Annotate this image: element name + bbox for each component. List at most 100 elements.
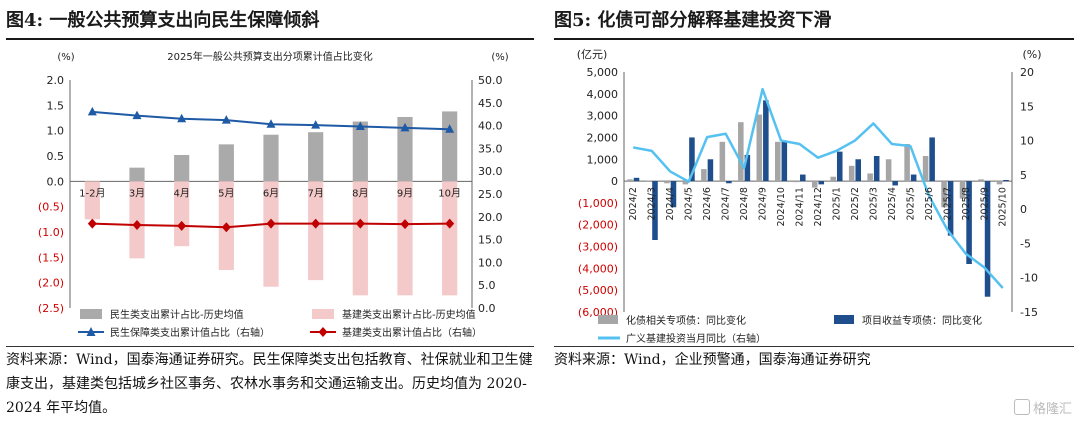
bar-minsheng	[218, 144, 234, 182]
footer-rule-left	[6, 346, 534, 347]
watermark-logo-icon	[1013, 399, 1030, 415]
bar-xiangmu	[744, 154, 751, 182]
bar-xiangmu	[763, 100, 769, 182]
chart-title: 2025年一般公共预算支出分项累计值占比变化	[167, 50, 372, 63]
x-tick: 2024/11	[795, 187, 806, 226]
figure-title-left: 图4: 一般公共预算支出向民生保障倾斜	[6, 10, 320, 31]
bar-minsheng	[129, 167, 145, 182]
x-tick: 2025/5	[905, 187, 916, 220]
legend-label: 民生类支出累计占比-历史均值	[110, 308, 244, 321]
bar-xiangmu	[781, 141, 788, 182]
chart-left: 2025年一般公共预算支出分项累计值占比变化 (%) (%) 2.0 1.5 1.0…	[38, 50, 509, 339]
bar-huazhai	[701, 169, 707, 182]
y-tick-left: 1.0	[47, 125, 65, 138]
y-tick-left: (1.5)	[38, 251, 64, 264]
bar-jijian	[263, 181, 279, 287]
y-tick-right: 5.0	[478, 279, 496, 292]
bar-minsheng	[397, 116, 413, 182]
x-tick: 2025/2	[850, 187, 861, 220]
y-tick-right: 35.0	[478, 142, 503, 155]
x-tick: 2024/7	[721, 187, 732, 220]
y-tick-left: (1.0)	[38, 226, 64, 239]
line-jijian-yoy	[633, 87, 1004, 289]
bar-huazhai	[627, 179, 633, 182]
y-tick-left: (5,000)	[578, 284, 618, 297]
figure-title-right: 图5: 化债可部分解释基建投资下滑	[554, 10, 832, 31]
bar-xiangmu	[984, 181, 991, 297]
x-tick: 2025/4	[887, 187, 898, 220]
y-tick-right: 50.0	[478, 74, 503, 87]
y-tick-left: 4,000	[587, 88, 619, 101]
bar-huazhai	[867, 173, 873, 182]
y-tick-left: 0	[611, 175, 618, 188]
x-tick: 5月	[218, 187, 234, 199]
x-tick: 1-2月	[79, 187, 105, 199]
title-rule-right	[554, 38, 1074, 40]
bar-huazhai	[978, 179, 984, 182]
bar-xiangmu	[836, 151, 843, 182]
y-tick-right: 20	[1020, 66, 1034, 79]
y-tick-right: 0.0	[478, 302, 496, 315]
bar-xiangmu	[910, 174, 917, 182]
bar-huazhai	[959, 181, 966, 199]
marker-triangle	[355, 121, 365, 131]
marker-triangle	[177, 113, 187, 123]
watermark-text: 格隆汇	[1032, 402, 1072, 417]
x-tick: 2025/6	[924, 187, 935, 220]
watermark: 格隆汇	[1013, 398, 1072, 417]
bar-xiangmu	[707, 159, 714, 182]
y-tick-right: 10	[1020, 135, 1034, 148]
y-tick-left: 1,000	[587, 153, 619, 166]
left-unit: (亿元)	[577, 48, 608, 61]
legend-marker	[86, 327, 96, 336]
y-tick-right: -5	[1020, 237, 1031, 250]
bar-huazhai	[775, 141, 781, 182]
bar-huazhai	[922, 156, 929, 182]
bar-xiangmu	[652, 181, 658, 240]
y-tick-left: 0.0	[47, 175, 65, 188]
marker-triangle	[400, 122, 410, 132]
x-tick: 8月	[352, 187, 368, 199]
y-tick-right: 15.0	[478, 234, 503, 247]
x-tick: 4月	[173, 187, 189, 199]
bar-minsheng	[308, 132, 324, 182]
legend-label: 项目收益专项债：同比变化	[862, 314, 982, 327]
bar-jijian	[308, 181, 324, 281]
bar-xiangmu	[873, 156, 880, 182]
right-unit: (%)	[491, 52, 508, 63]
bar-huazhai	[719, 141, 726, 182]
bar-minsheng	[442, 111, 458, 182]
bar-huazhai	[645, 180, 652, 182]
y-tick-left: (2.0)	[38, 277, 64, 290]
legend-swatch	[598, 315, 618, 324]
y-tick-left: (2.5)	[38, 302, 64, 315]
left-unit: (%)	[57, 52, 74, 63]
y-tick-right: -15	[1020, 306, 1038, 319]
bar-huazhai	[682, 181, 689, 185]
y-tick-right: 10.0	[478, 256, 503, 269]
marker-diamond	[355, 218, 365, 229]
bar-jijian	[84, 181, 100, 220]
bar-xiangmu	[818, 181, 825, 185]
legend-marker	[318, 327, 328, 337]
marker-triangle	[311, 120, 321, 129]
x-tick: 2024/3	[647, 187, 658, 220]
marker-diamond	[177, 220, 187, 231]
x-tick: 9月	[397, 187, 413, 199]
bar-xiangmu	[892, 181, 898, 186]
bar-huazhai	[848, 165, 855, 182]
bar-huazhai	[738, 122, 744, 182]
x-tick: 2024/2	[628, 187, 639, 220]
bar-minsheng	[352, 121, 368, 182]
marker-diamond	[445, 218, 455, 229]
marker-triangle	[87, 106, 97, 116]
bar-huazhai	[941, 181, 947, 208]
y-tick-left: 0.5	[47, 150, 65, 163]
y-tick-right: -10	[1020, 272, 1038, 285]
y-tick-right: 40.0	[478, 120, 503, 133]
bar-huazhai	[664, 181, 670, 184]
legend-swatch	[834, 315, 854, 324]
x-tick: 2024/5	[684, 187, 695, 220]
bar-xiangmu	[726, 181, 732, 184]
x-tick: 2025/10	[998, 187, 1009, 226]
